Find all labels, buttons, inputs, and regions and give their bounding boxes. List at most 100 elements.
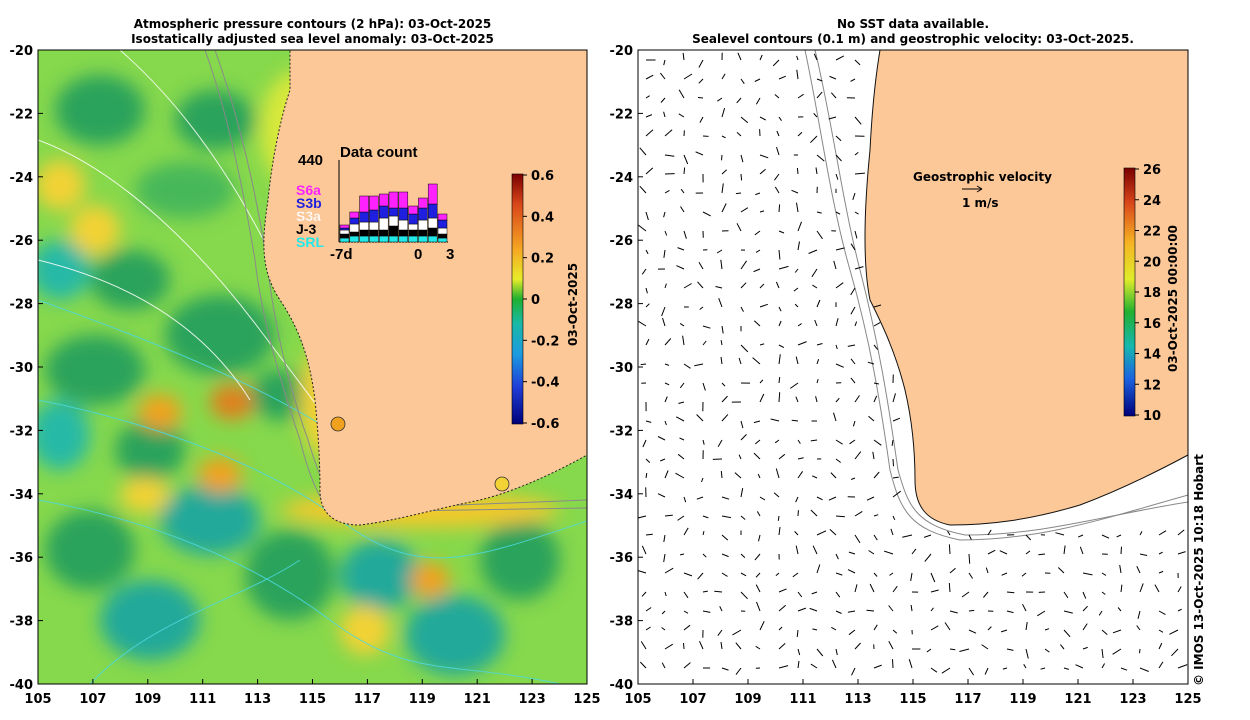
- velocity-arrow: [720, 470, 723, 479]
- count-bar-segment: [427, 183, 438, 205]
- count-bar-segment: [359, 235, 369, 243]
- velocity-arrow: [808, 249, 818, 254]
- velocity-arrow: [664, 338, 672, 346]
- velocity-arrow: [812, 284, 818, 289]
- velocity-arrow: [736, 223, 742, 232]
- velocity-arrow: [810, 663, 818, 669]
- x-tick-label: 115: [299, 692, 326, 707]
- velocity-arrow: [721, 395, 728, 403]
- velocity-arrow: [778, 626, 783, 631]
- velocity-arrow: [796, 167, 799, 175]
- velocity-arrow: [702, 515, 709, 519]
- velocity-arrow: [987, 529, 992, 536]
- velocity-arrow: [677, 453, 685, 460]
- velocity-arrow: [873, 304, 882, 308]
- velocity-arrow: [948, 582, 951, 593]
- velocity-arrow: [884, 550, 894, 555]
- australia-land: [263, 50, 587, 526]
- velocity-arrow: [1137, 610, 1141, 619]
- velocity-arrow: [1060, 644, 1065, 650]
- colorbar-tick-label: -0.4: [531, 376, 559, 391]
- velocity-arrow: [813, 113, 818, 118]
- velocity-arrow: [738, 454, 742, 460]
- velocity-arrow: [740, 344, 749, 353]
- velocity-arrow: [753, 268, 761, 273]
- velocity-arrow: [829, 75, 837, 80]
- velocity-arrow: [1171, 648, 1179, 657]
- right-map-area: [638, 50, 1188, 684]
- velocity-arrow: [755, 97, 761, 105]
- y-tick-label: -30: [610, 361, 634, 376]
- velocity-arrow: [1139, 531, 1143, 536]
- velocity-arrow: [849, 439, 856, 445]
- velocity-arrow: [639, 147, 647, 156]
- velocity-arrow: [816, 299, 821, 308]
- y-tick-label: -28: [10, 298, 34, 313]
- velocity-arrow: [698, 262, 704, 270]
- velocity-arrow: [1112, 629, 1122, 634]
- velocity-arrow: [775, 572, 780, 576]
- velocity-arrow: [866, 496, 875, 501]
- velocity-arrow: [663, 249, 666, 258]
- count-bar-segment: [378, 193, 389, 207]
- velocity-arrow: [683, 572, 693, 577]
- velocity-arrow: [873, 471, 880, 479]
- count-bar-segment: [359, 211, 369, 223]
- count-bar-segment: [418, 207, 428, 221]
- velocity-arrow: [854, 211, 859, 215]
- x-tick-label: 107: [79, 692, 106, 707]
- velocity-arrow: [987, 549, 996, 555]
- velocity-arrow: [677, 515, 685, 521]
- velocity-arrow: [740, 207, 749, 213]
- colorbar-tick-label: 0.4: [531, 210, 554, 225]
- velocity-arrow: [778, 354, 781, 365]
- velocity-arrow: [830, 472, 837, 479]
- left-colorbar-date: 03-Oct-2025: [566, 262, 580, 346]
- velocity-arrow: [854, 266, 864, 270]
- colorbar-tick-label: 16: [1143, 317, 1161, 332]
- velocity-arrow: [755, 572, 761, 578]
- velocity-arrow: [1177, 586, 1182, 593]
- y-tick-label: -34: [610, 488, 634, 503]
- velocity-arrow: [854, 510, 863, 517]
- colorbar-tick-label: -0.2: [531, 334, 559, 349]
- x-tick-label: 121: [1064, 692, 1091, 707]
- velocity-arrow: [664, 129, 673, 137]
- velocity-arrow: [835, 318, 839, 327]
- velocity-arrow: [797, 591, 803, 598]
- velocity-arrow: [1082, 605, 1088, 612]
- velocity-arrow: [793, 287, 799, 292]
- velocity-arrow: [683, 230, 687, 239]
- colorbar-tick-label: 18: [1143, 286, 1161, 301]
- velocity-arrow: [740, 78, 745, 84]
- velocity-arrow: [890, 528, 894, 536]
- velocity-arrow: [660, 458, 666, 462]
- velocity-arrow: [663, 59, 666, 66]
- velocity-arrow: [941, 667, 951, 674]
- sea-level-anomaly-field: [38, 70, 560, 675]
- velocity-arrow: [721, 534, 729, 541]
- velocity-arrow: [721, 325, 724, 334]
- geostrophic-velocity-arrows: [638, 52, 1188, 676]
- count-bar-segment: [398, 235, 409, 243]
- velocity-arrow: [696, 414, 704, 422]
- velocity-arrow: [959, 648, 970, 652]
- x-tick-label: 111: [789, 692, 816, 707]
- mission-label: S3a: [296, 208, 321, 224]
- velocity-arrow: [1158, 629, 1164, 633]
- x-tick-label: 115: [899, 692, 926, 707]
- count-bar-segment: [418, 219, 428, 231]
- velocity-arrow: [719, 606, 723, 612]
- velocity-arrow: [873, 534, 878, 541]
- velocity-arrow: [759, 620, 765, 631]
- colorbar-tick-label: 12: [1143, 378, 1161, 393]
- count-bar-segment: [339, 237, 350, 243]
- velocity-arrow: [835, 211, 841, 215]
- count-bar-segment: [369, 229, 379, 237]
- velocity-arrow: [738, 357, 742, 365]
- velocity-arrow: [796, 55, 799, 61]
- velocity-arrow: [892, 417, 901, 422]
- velocity-arrow: [867, 361, 875, 365]
- velocity-arrow: [714, 590, 723, 593]
- velocity-arrow: [930, 572, 936, 583]
